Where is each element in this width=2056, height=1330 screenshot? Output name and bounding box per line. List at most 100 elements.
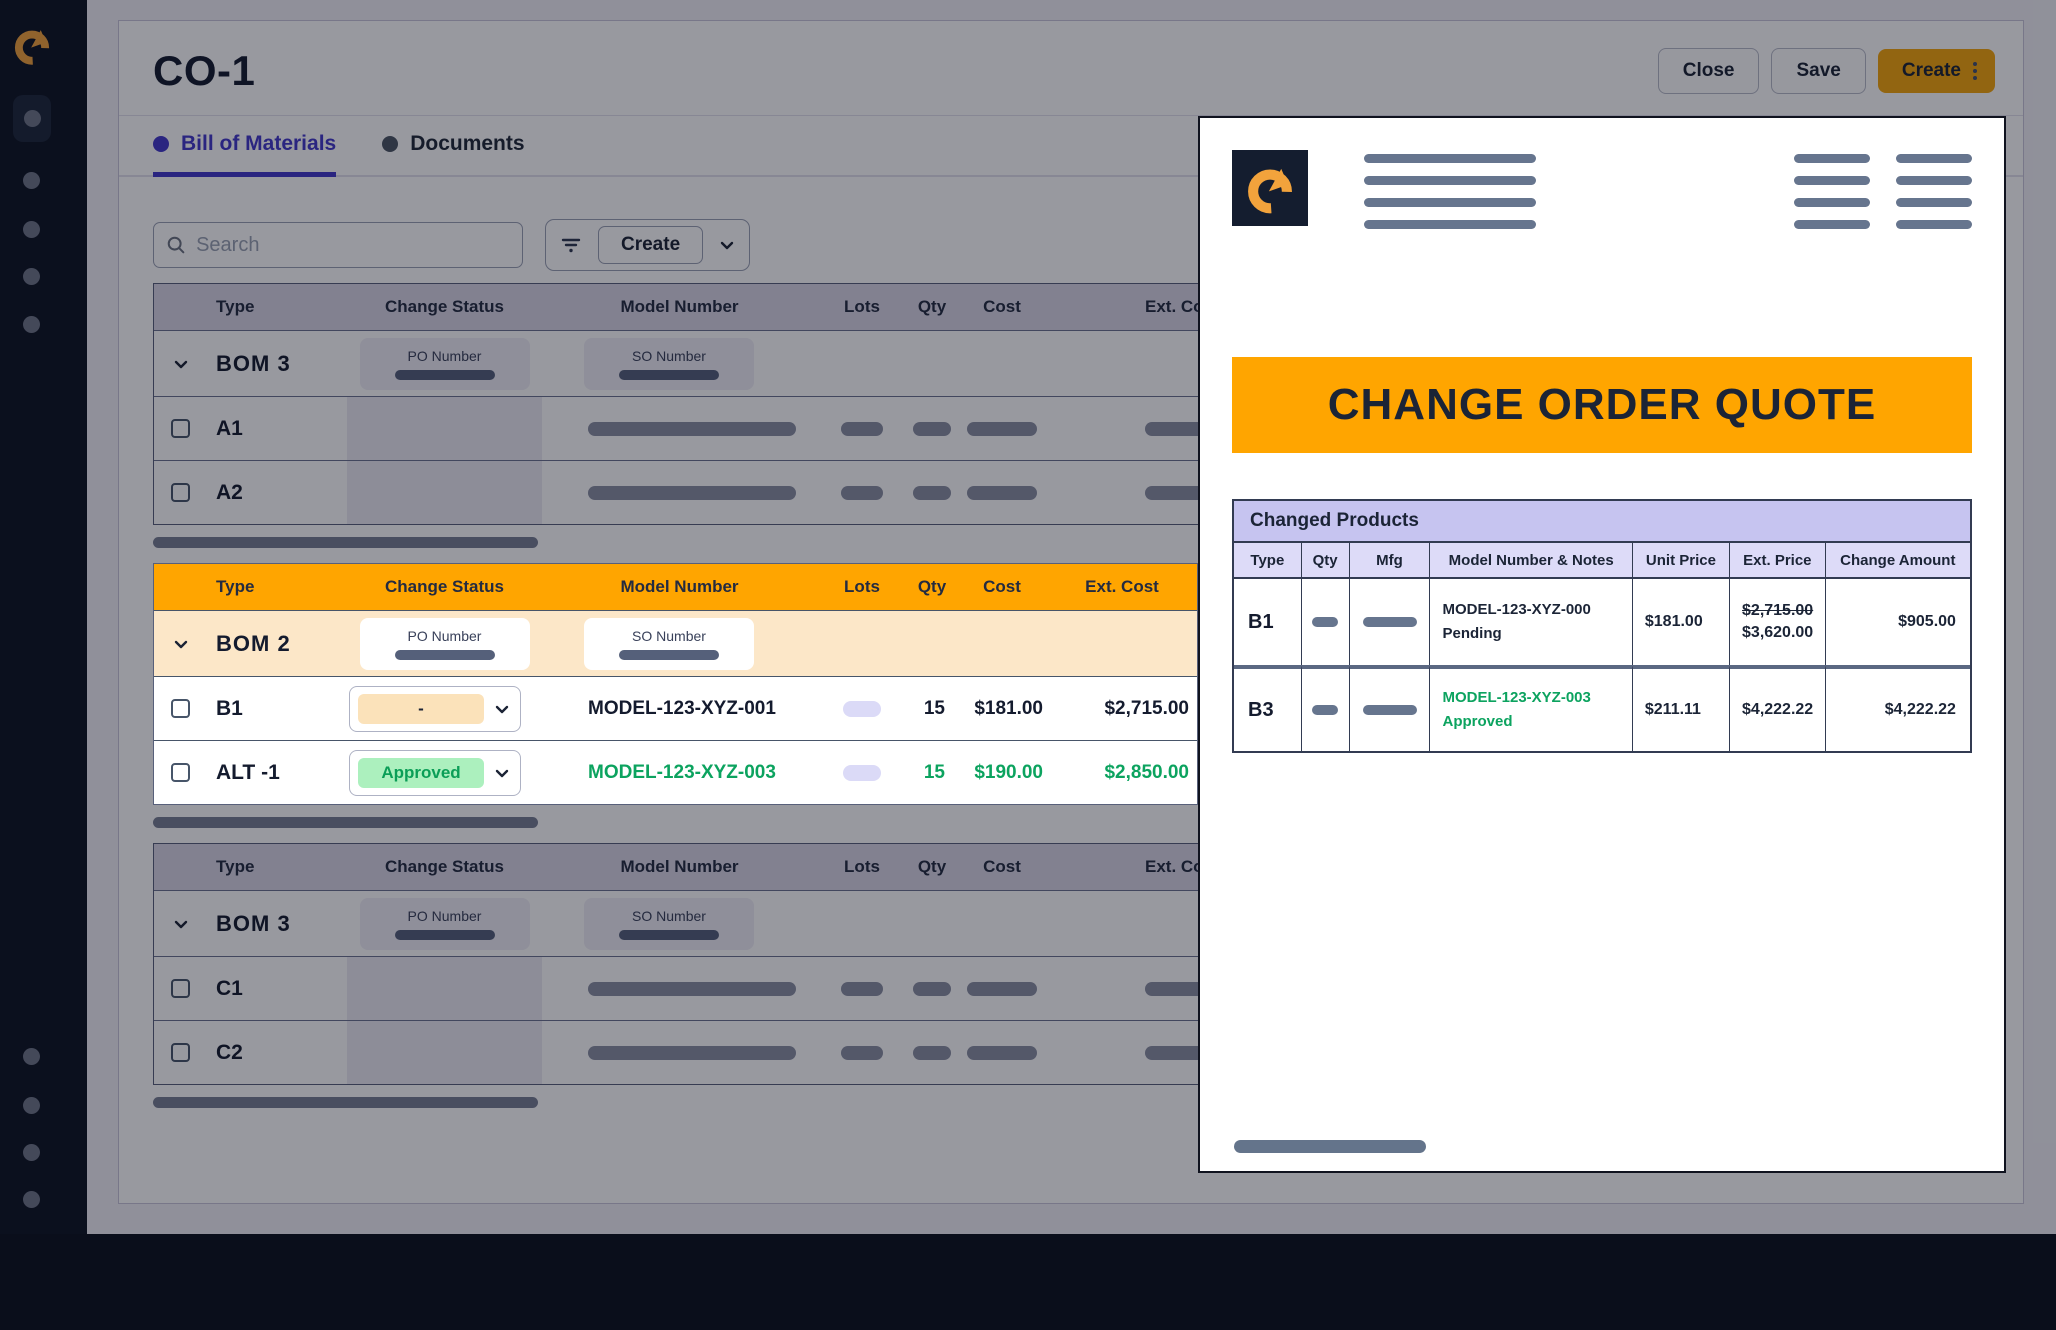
bom-table-3: Type Change Status Model Number Lots Qty… [153,843,1348,1085]
skeleton-bar [588,1045,796,1060]
skeleton-bar [1362,617,1417,627]
page-title: CO-1 [153,47,256,94]
type-value: B3 [1234,665,1302,751]
col-cost: Cost [983,297,1021,316]
scrollbar-thumb[interactable] [153,817,538,828]
col-change-amount: Change Amount [1825,543,1970,579]
sidebar-item-7[interactable] [23,1144,40,1161]
skeleton-bar [394,649,495,660]
sidebar-item-active[interactable] [13,95,51,142]
filter-create-group: Create [545,219,751,271]
change-amount-value: $905.00 [1825,579,1970,665]
change-order-quote-preview: CHANGE ORDER QUOTE Changed Products Type… [1198,116,2006,1173]
table-header-row: Type Change Status Model Number Lots Qty… [154,284,1347,330]
sidebar-item-2[interactable] [23,221,40,238]
skeleton-bar [967,981,1037,996]
table-header-row: Type Change Status Model Number Lots Qty… [154,844,1347,890]
row-label: B1 [216,696,243,720]
row-checkbox[interactable] [171,483,190,502]
ext-price-cell: $2,715.00 $3,620.00 [1730,579,1826,665]
changed-products-row-b3: B3 MODEL-123-XYZ-003 Approved $211.11 $4… [1234,665,1970,751]
row-checkbox[interactable] [171,419,190,438]
row-checkbox[interactable] [171,979,190,998]
row-label: A1 [216,416,243,440]
sidebar-item-5[interactable] [23,1048,40,1065]
col-ext-price: Ext. Price [1730,543,1826,579]
sidebar-item-6[interactable] [23,1097,40,1114]
toolbar: Create [153,219,2023,271]
change-status-select[interactable]: - [349,685,521,732]
bom-group-row[interactable]: BOM 3 PO Number SO Number [154,890,1347,956]
sidebar-item-1[interactable] [23,172,40,189]
filter-icon[interactable] [560,234,582,256]
nav-item-icon [23,110,41,127]
model-number: MODEL-123-XYZ-000 [1442,601,1591,619]
sidebar-item-8[interactable] [23,1191,40,1208]
col-change-status: Change Status [384,857,505,876]
changed-products-table: Changed Products Type Qty Mfg Model Numb… [1232,499,1972,753]
horizontal-scrollbar [153,1097,1196,1109]
bom-item-row-alt1[interactable]: ALT -1 Approved MODEL-123-XYZ-003 15 $19… [154,740,1197,804]
tab-label: Documents [410,132,525,155]
chevron-down-icon[interactable] [173,636,189,652]
change-amount-value: $4,222.22 [1825,665,1970,751]
row-checkbox[interactable] [171,1043,190,1062]
changed-products-row-b1: B1 MODEL-123-XYZ-000 Pending $181.00 $2,… [1234,579,1970,665]
bom-group-row[interactable]: BOM 3 PO Number SO Number [154,330,1347,396]
close-button[interactable]: Close [1657,48,1760,94]
col-lots: Lots [844,857,880,876]
sidebar-item-4[interactable] [23,316,40,333]
meta-placeholder-lines [1794,150,1972,229]
bom-item-row[interactable]: C1 [154,956,1347,1020]
col-model-number: Model Number [620,577,739,596]
search-box [153,222,523,268]
brand-logo-icon [11,22,53,68]
model-notes-cell: MODEL-123-XYZ-000 Pending [1430,579,1633,665]
lots-pill [843,700,881,717]
status-badge-approved: Approved [358,757,484,788]
col-type: Type [216,857,255,876]
chevron-down-icon[interactable] [719,237,735,253]
header-actions: Close Save Create [1657,48,1995,94]
changed-products-header-row: Type Qty Mfg Model Number & Notes Unit P… [1234,543,1970,579]
bom-group-label: BOM 3 [216,350,291,376]
tab-bill-of-materials[interactable]: Bill of Materials [153,132,337,177]
tab-label: Bill of Materials [181,132,337,155]
row-checkbox[interactable] [171,699,190,718]
sidebar [0,0,87,1234]
sidebar-item-3[interactable] [23,268,40,285]
ext-cost-value: $2,715.00 [1104,697,1189,719]
chevron-down-icon[interactable] [173,916,189,932]
bom-item-row[interactable]: C2 [154,1020,1347,1084]
bom-item-row[interactable]: A2 [154,460,1347,524]
skeleton-bar [1312,617,1339,627]
scrollbar-thumb[interactable] [153,537,538,548]
save-button[interactable]: Save [1771,48,1866,94]
change-status-select[interactable]: Approved [349,749,521,796]
po-number-pill: PO Number [359,617,530,670]
create-row-button[interactable]: Create [598,226,704,264]
skeleton-bar [841,421,883,436]
status-note: Pending [1442,624,1502,642]
chevron-down-icon[interactable] [173,356,189,372]
status-note: Approved [1442,712,1513,730]
col-qty: Qty [917,297,947,316]
status-placeholder [347,1021,542,1084]
ext-cost-value: $2,850.00 [1104,761,1189,783]
row-checkbox[interactable] [171,763,190,782]
search-input[interactable] [196,233,510,257]
cost-value: $181.00 [974,697,1043,719]
col-mfg: Mfg [1349,543,1431,579]
kebab-menu-icon[interactable] [1973,62,1977,80]
bom-item-row-b1[interactable]: B1 - MODEL-123-XYZ-001 15 $181.00 $2,715… [154,676,1197,740]
skeleton-bar [619,369,719,380]
bom-group-row[interactable]: BOM 2 PO Number SO Number [154,610,1197,676]
bom-item-row[interactable]: A1 [154,396,1347,460]
skeleton-bar [913,485,951,500]
tab-documents[interactable]: Documents [382,132,525,177]
card-header: CO-1 Close Save Create [119,21,2023,95]
create-button[interactable]: Create [1877,49,1995,93]
scrollbar-thumb[interactable] [153,1097,538,1108]
chevron-down-icon [495,769,509,777]
